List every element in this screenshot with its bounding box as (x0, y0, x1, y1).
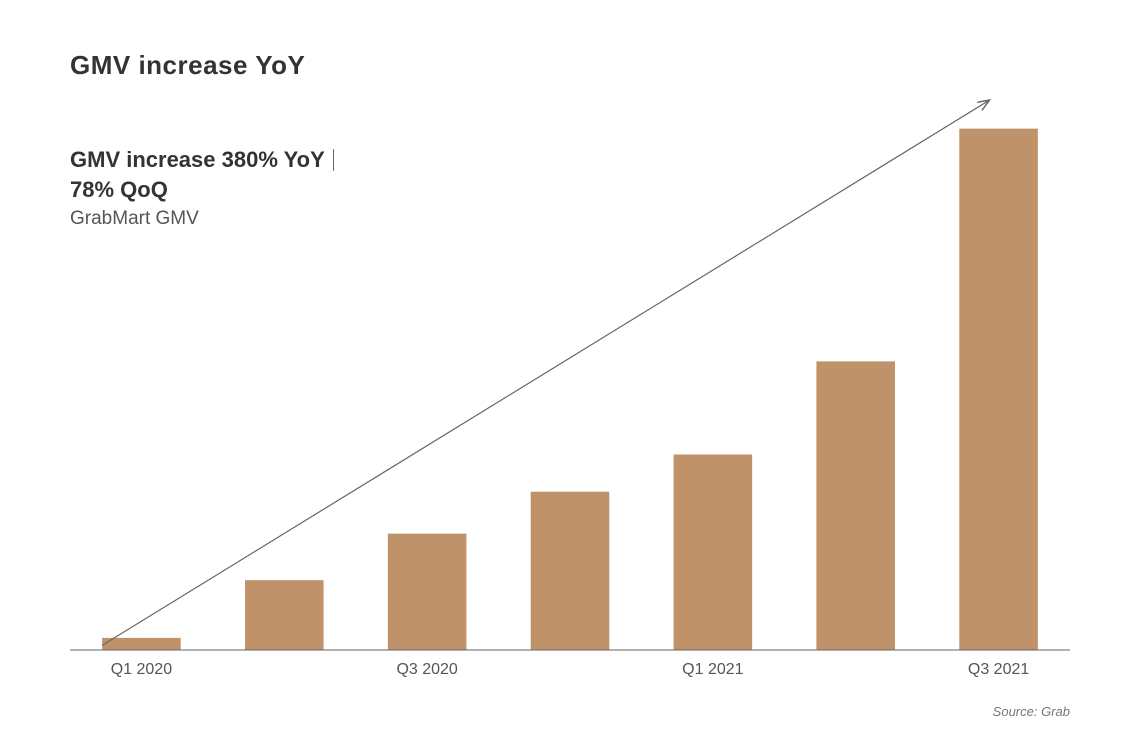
bar (959, 129, 1038, 650)
x-tick-label: Q3 2020 (396, 661, 457, 678)
source-label: Source: Grab (993, 704, 1070, 719)
bar-chart: Q1 2020 Q3 2020 Q1 2021 Q3 2021 (70, 110, 1070, 680)
bar (674, 454, 753, 650)
x-tick-label: Q3 2021 (968, 661, 1029, 678)
bar (388, 534, 467, 650)
bar (531, 492, 610, 650)
x-tick-label: Q1 2021 (682, 661, 743, 678)
chart-title: GMV increase YoY (70, 50, 305, 81)
bar (816, 361, 895, 650)
chart-svg: Q1 2020 Q3 2020 Q1 2021 Q3 2021 (70, 110, 1070, 680)
x-tick-label: Q1 2020 (111, 661, 172, 678)
bar (102, 638, 181, 650)
bar (245, 580, 324, 650)
page: GMV increase YoY GMV increase 380% YoY 7… (0, 0, 1140, 737)
